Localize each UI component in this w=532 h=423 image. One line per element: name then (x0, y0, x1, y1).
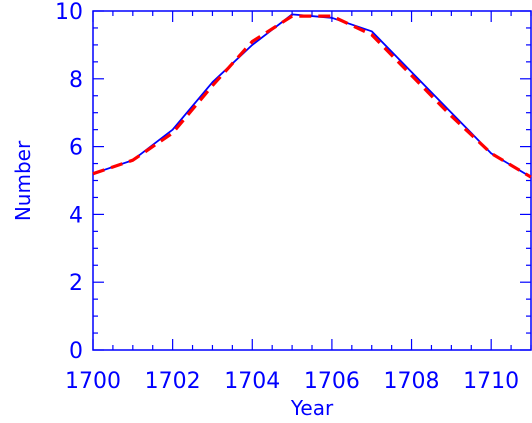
x-tick-label: 1704 (224, 369, 280, 394)
x-tick-label: 1706 (304, 369, 360, 394)
y-tick-label: 4 (69, 203, 83, 228)
y-axis-ticks (93, 10, 531, 351)
series-layer (92, 13, 532, 179)
x-tick-label: 1710 (463, 369, 519, 394)
y-tick-label: 0 (69, 339, 83, 364)
y-tick-label: 2 (69, 271, 83, 296)
plot-border (92, 10, 532, 351)
y-tick-label: 6 (69, 136, 83, 161)
x-tick-label: 1702 (145, 369, 201, 394)
plot-frame (92, 10, 532, 351)
series-line-solid (92, 13, 532, 178)
y-tick-label: 10 (55, 0, 83, 25)
x-axis-tick-labels: 1700 1702 1704 1706 1708 1710 (65, 369, 519, 394)
x-axis-ticks (92, 11, 532, 350)
y-tick-label: 8 (69, 68, 83, 93)
y-axis-title: Number (11, 140, 35, 221)
x-tick-label: 1700 (65, 369, 121, 394)
series-line-dashed (92, 14, 532, 179)
x-tick-label: 1708 (384, 369, 440, 394)
y-axis-tick-labels: 0 2 4 6 8 10 (55, 0, 83, 364)
x-axis-title: Year (290, 396, 334, 420)
